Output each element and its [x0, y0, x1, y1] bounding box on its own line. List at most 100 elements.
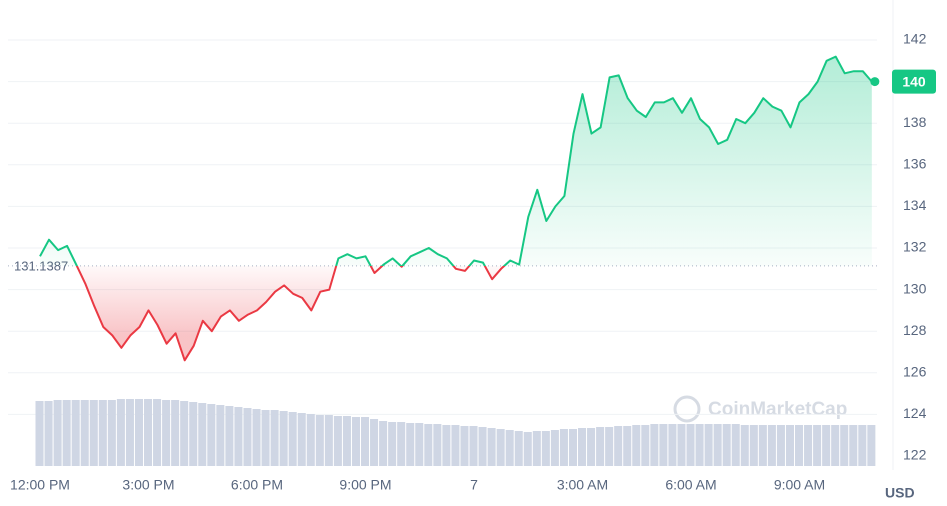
volume-bar: [198, 403, 207, 466]
area-fill: [40, 56, 872, 361]
volume-bar: [388, 422, 397, 466]
volume-bar: [89, 400, 98, 466]
volume-bar: [559, 429, 568, 466]
volume-bar: [234, 407, 243, 466]
volume-bar: [641, 425, 650, 466]
volume-bar: [623, 426, 632, 466]
volume-bar: [695, 424, 704, 466]
volume-bar: [98, 400, 107, 466]
volume-bar: [587, 428, 596, 466]
watermark: CoinMarketCap: [673, 395, 847, 423]
volume-bar: [460, 426, 469, 466]
volume-bar: [361, 417, 370, 466]
y-tick-label: 124: [903, 405, 927, 421]
volume-bars: [35, 399, 876, 466]
volume-bar: [351, 417, 360, 466]
volume-bar: [225, 406, 234, 466]
volume-bar: [469, 426, 478, 466]
volume-bar: [740, 425, 749, 466]
volume-bar: [162, 400, 171, 466]
volume-bar: [840, 425, 849, 466]
volume-bar: [785, 425, 794, 466]
volume-bar: [849, 425, 858, 466]
volume-bar: [252, 409, 261, 466]
x-tick-label: 9:00 PM: [339, 477, 391, 493]
y-tick-label: 126: [903, 364, 927, 380]
x-tick-label: 12:00 PM: [10, 477, 70, 493]
y-tick-label: 130: [903, 280, 927, 296]
volume-bar: [180, 401, 189, 466]
x-tick-label: 6:00 AM: [665, 477, 716, 493]
volume-bar: [632, 425, 641, 466]
volume-bar: [35, 401, 44, 466]
volume-bar: [315, 415, 324, 466]
volume-bar: [813, 425, 822, 466]
volume-bar: [568, 429, 577, 466]
volume-bar: [605, 427, 614, 466]
volume-bar: [686, 424, 695, 466]
volume-bar: [297, 413, 306, 466]
volume-bar: [776, 425, 785, 466]
volume-bar: [704, 424, 713, 466]
volume-bar: [867, 425, 876, 466]
volume-bar: [478, 427, 487, 466]
y-tick-label: 142: [903, 31, 927, 47]
watermark-text: CoinMarketCap: [708, 399, 847, 420]
volume-bar: [550, 430, 559, 466]
x-tick-label: 6:00 PM: [231, 477, 283, 493]
volume-bar: [532, 431, 541, 466]
volume-bar: [442, 425, 451, 466]
volume-bar: [433, 424, 442, 466]
volume-bar: [731, 424, 740, 466]
volume-bar: [451, 425, 460, 466]
y-tick-label: 122: [903, 447, 927, 463]
volume-bar: [749, 425, 758, 466]
volume-bar: [44, 401, 53, 466]
volume-bar: [134, 399, 143, 466]
volume-bar: [153, 399, 162, 466]
volume-bar: [370, 419, 379, 466]
volume-bar: [125, 399, 134, 466]
currency-label: USD: [885, 485, 915, 501]
x-tick-label: 3:00 AM: [557, 477, 608, 493]
volume-bar: [822, 425, 831, 466]
volume-bar: [415, 423, 424, 466]
volume-bar: [614, 426, 623, 466]
volume-bar: [397, 422, 406, 466]
volume-bar: [541, 431, 550, 466]
volume-bar: [144, 399, 153, 466]
volume-bar: [514, 431, 523, 466]
volume-bar: [795, 425, 804, 466]
volume-bar: [767, 425, 776, 466]
y-tick-label: 138: [903, 114, 927, 130]
volume-bar: [758, 425, 767, 466]
volume-bar: [487, 428, 496, 466]
volume-bar: [659, 424, 668, 466]
volume-bar: [53, 400, 62, 466]
logo: [673, 395, 701, 423]
volume-bar: [71, 400, 80, 466]
y-tick-label: 128: [903, 322, 927, 338]
volume-bar: [270, 410, 279, 466]
volume-bar: [804, 425, 813, 466]
volume-bar: [80, 400, 89, 466]
price-line: [39, 55, 873, 362]
volume-bar: [306, 414, 315, 466]
last-point: [870, 77, 880, 87]
volume-bar: [424, 424, 433, 466]
volume-bar: [677, 424, 686, 466]
volume-bar: [713, 424, 722, 466]
x-tick-label: 3:00 PM: [122, 477, 174, 493]
volume-bar: [279, 411, 288, 466]
volume-bar: [324, 415, 333, 466]
y-tick-label: 136: [903, 156, 927, 172]
volume-bar: [62, 400, 71, 466]
x-tick-label: 7: [470, 477, 478, 493]
volume-bar: [379, 421, 388, 466]
volume-bar: [596, 427, 605, 466]
volume-bar: [496, 429, 505, 466]
volume-bar: [406, 423, 415, 466]
volume-bar: [342, 416, 351, 466]
volume-bar: [858, 425, 867, 466]
